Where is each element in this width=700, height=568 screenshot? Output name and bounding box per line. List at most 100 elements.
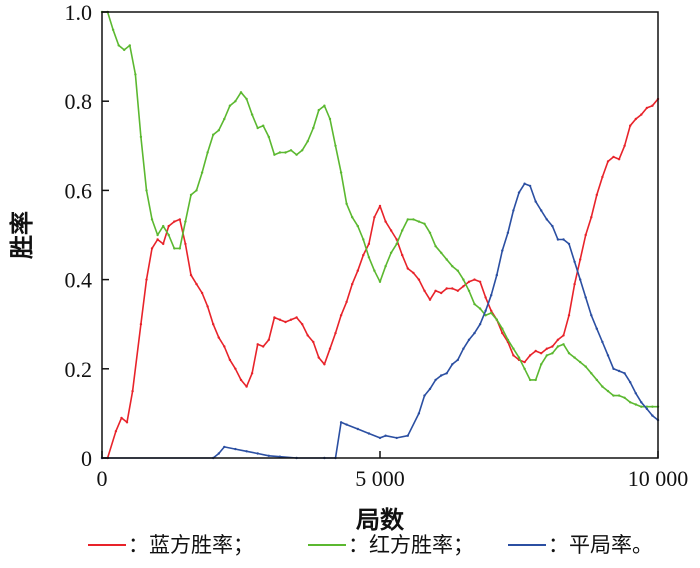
data-point (462, 347, 465, 350)
y-tick-label: 0.6 (65, 178, 93, 203)
data-point (339, 171, 343, 174)
data-point (512, 209, 515, 212)
data-point (495, 273, 498, 277)
data-point (562, 334, 565, 337)
data-point (523, 360, 526, 364)
data-point (417, 278, 421, 281)
data-point (567, 352, 571, 355)
data-point (456, 358, 459, 362)
data-point (512, 354, 515, 357)
data-point (200, 171, 204, 174)
data-point (351, 216, 354, 219)
data-point (573, 356, 576, 359)
data-point (184, 220, 187, 223)
data-point (289, 318, 293, 321)
data-point (528, 184, 532, 188)
data-point (545, 218, 548, 221)
data-point (434, 245, 437, 248)
data-point (178, 247, 181, 250)
data-point (367, 256, 371, 259)
data-point (590, 372, 593, 375)
data-point (395, 242, 398, 246)
data-point (501, 249, 504, 252)
data-point (428, 298, 432, 301)
data-point (206, 305, 209, 308)
data-point (301, 149, 304, 152)
data-point (579, 258, 582, 261)
data-point (128, 44, 131, 47)
data-point (356, 269, 359, 272)
data-point (645, 106, 649, 110)
data-point (150, 247, 154, 250)
y-tick-label: 0.4 (65, 268, 93, 293)
data-point (423, 222, 426, 225)
data-point (345, 300, 348, 304)
data-point (262, 124, 265, 127)
data-point (323, 104, 326, 107)
data-point (200, 291, 204, 295)
data-point (445, 287, 448, 290)
data-point (490, 294, 493, 297)
data-point (523, 182, 526, 185)
data-point (139, 135, 143, 139)
data-point (606, 354, 610, 357)
data-point (456, 269, 459, 272)
data-point (601, 385, 604, 388)
data-point (395, 436, 398, 440)
data-point (234, 100, 237, 103)
data-point (440, 291, 443, 295)
data-point (434, 378, 437, 382)
data-point (162, 242, 165, 246)
data-point (634, 117, 637, 121)
data-point (389, 251, 393, 254)
data-point (467, 289, 471, 292)
data-point (120, 416, 123, 420)
data-point (339, 421, 343, 424)
data-point (295, 316, 298, 319)
data-point (428, 387, 432, 391)
data-point (451, 265, 454, 268)
data-point (173, 220, 176, 223)
data-point (156, 233, 159, 237)
data-point (195, 189, 198, 192)
data-point (395, 238, 398, 241)
series-line (102, 11, 658, 408)
data-point (545, 347, 548, 350)
data-point (250, 372, 254, 375)
data-point (478, 307, 482, 310)
data-point (567, 242, 571, 246)
data-point (517, 356, 521, 359)
data-point (131, 389, 134, 393)
data-point (212, 133, 215, 136)
data-point (484, 296, 487, 299)
data-point (506, 231, 510, 234)
data-point (195, 282, 198, 286)
data-point (114, 430, 118, 433)
data-point (584, 296, 587, 299)
data-point (406, 434, 409, 437)
data-point (606, 160, 610, 163)
data-point (490, 311, 493, 315)
data-point (367, 242, 371, 246)
data-point (423, 394, 426, 397)
data-point (445, 258, 448, 261)
data-point (228, 358, 232, 362)
data-point (467, 280, 471, 283)
data-point (540, 352, 543, 355)
data-point (617, 394, 621, 397)
data-point (634, 403, 637, 406)
data-point (256, 343, 259, 346)
data-point (551, 345, 554, 348)
plot-frame (101, 11, 659, 459)
data-point (217, 129, 220, 132)
data-point (125, 421, 129, 424)
data-point (223, 445, 226, 449)
legend-label: ：蓝方胜率； (128, 533, 254, 557)
data-point (384, 220, 387, 223)
data-point (384, 434, 387, 437)
data-point (284, 151, 287, 154)
data-point (506, 338, 510, 341)
data-point (484, 314, 487, 317)
data-point (640, 113, 643, 116)
